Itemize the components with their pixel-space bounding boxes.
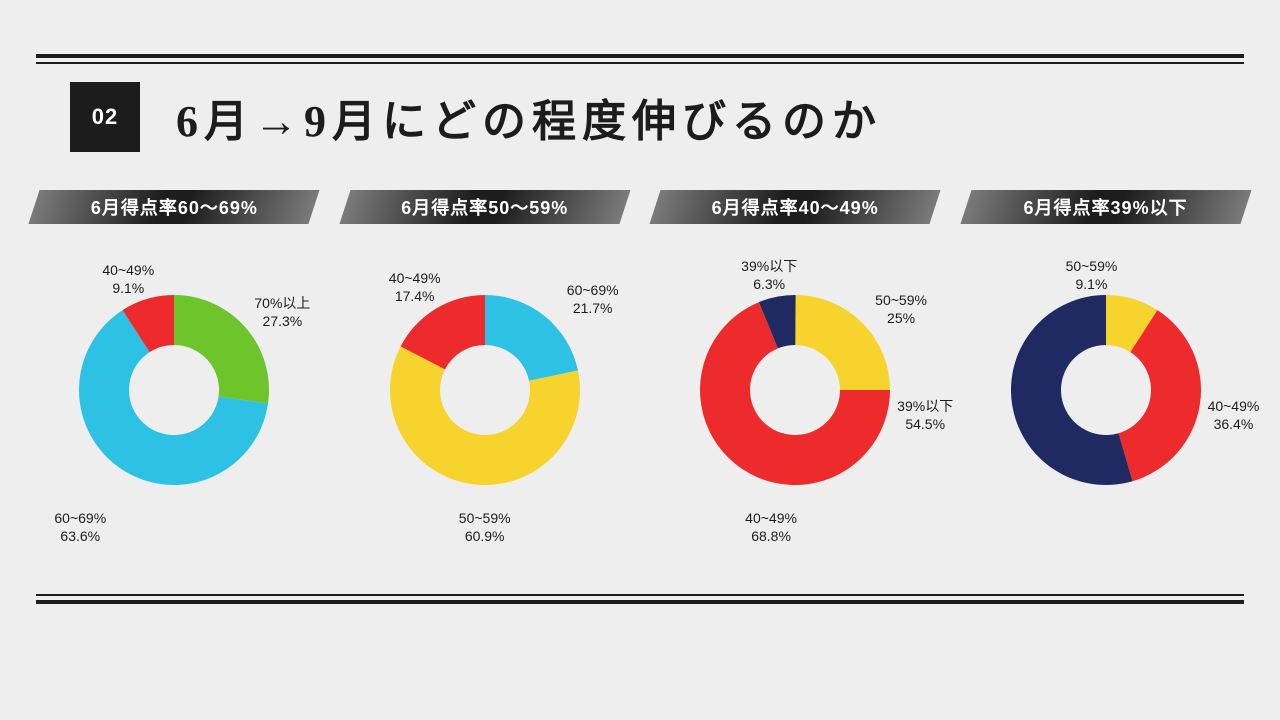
chart-subtitle: 6月得点率40〜49% [655, 190, 935, 224]
slice-label: 40~49%9.1% [102, 262, 154, 297]
page-title: 6月→9月にどの程度伸びるのか [176, 85, 882, 149]
donut-chart [335, 230, 635, 550]
chart-col: 6月得点率60〜69% 70%以上27.3%60~69%63.6%40~49%9.… [24, 190, 324, 540]
chart-col: 6月得点率40〜49% 50~59%25%40~49%68.8%39%以下6.3%… [645, 190, 945, 540]
section-badge-text: 02 [92, 104, 118, 130]
subtitle-label: 6月得点率50〜59% [345, 190, 625, 224]
title-row: 02 6月→9月にどの程度伸びるのか [70, 82, 882, 152]
slice-label: 60~69%21.7% [567, 282, 619, 317]
chart-subtitle: 6月得点率50〜59% [345, 190, 625, 224]
chart-subtitle: 6月得点率60〜69% [34, 190, 314, 224]
donut-slice [485, 295, 578, 381]
top-rule-thin [36, 62, 1244, 64]
bottom-rule-thick [36, 600, 1244, 604]
section-badge: 02 [70, 82, 140, 152]
donut-wrap: 50~59%25%40~49%68.8%39%以下6.3%39%以下54.5% [645, 230, 945, 540]
slice-label: 39%以下6.3% [741, 258, 797, 293]
subtitle-label: 6月得点率60〜69% [34, 190, 314, 224]
top-rule-thick [36, 54, 1244, 58]
slice-label: 50~59%9.1% [1066, 258, 1118, 293]
donut-wrap: 50~59%9.1%40~49%36.4% [956, 230, 1256, 540]
chart-col: 6月得点率39%以下 50~59%9.1%40~49%36.4% [956, 190, 1256, 540]
subtitle-label: 6月得点率40〜49% [655, 190, 935, 224]
bottom-rule-thin [36, 594, 1244, 596]
slide: 02 6月→9月にどの程度伸びるのか 6月得点率60〜69% 70%以上27.3%… [0, 0, 1280, 720]
donut-wrap: 60~69%21.7%50~59%60.9%40~49%17.4% [335, 230, 635, 540]
subtitle-label: 6月得点率39%以下 [966, 190, 1246, 224]
slice-label: 40~49%68.8% [745, 510, 797, 545]
slice-label: 39%以下54.5% [897, 398, 953, 433]
donut-wrap: 70%以上27.3%60~69%63.6%40~49%9.1% [24, 230, 324, 540]
donut-chart [24, 230, 324, 550]
slice-label: 50~59%25% [875, 292, 927, 327]
slice-label: 50~59%60.9% [459, 510, 511, 545]
slice-label: 70%以上27.3% [254, 295, 310, 330]
slice-label: 40~49%17.4% [389, 270, 441, 305]
slice-label: 60~69%63.6% [54, 510, 106, 545]
chart-col: 6月得点率50〜59% 60~69%21.7%50~59%60.9%40~49%1… [335, 190, 635, 540]
charts-row: 6月得点率60〜69% 70%以上27.3%60~69%63.6%40~49%9.… [0, 190, 1280, 540]
chart-subtitle: 6月得点率39%以下 [966, 190, 1246, 224]
slice-label: 40~49%36.4% [1208, 398, 1260, 433]
